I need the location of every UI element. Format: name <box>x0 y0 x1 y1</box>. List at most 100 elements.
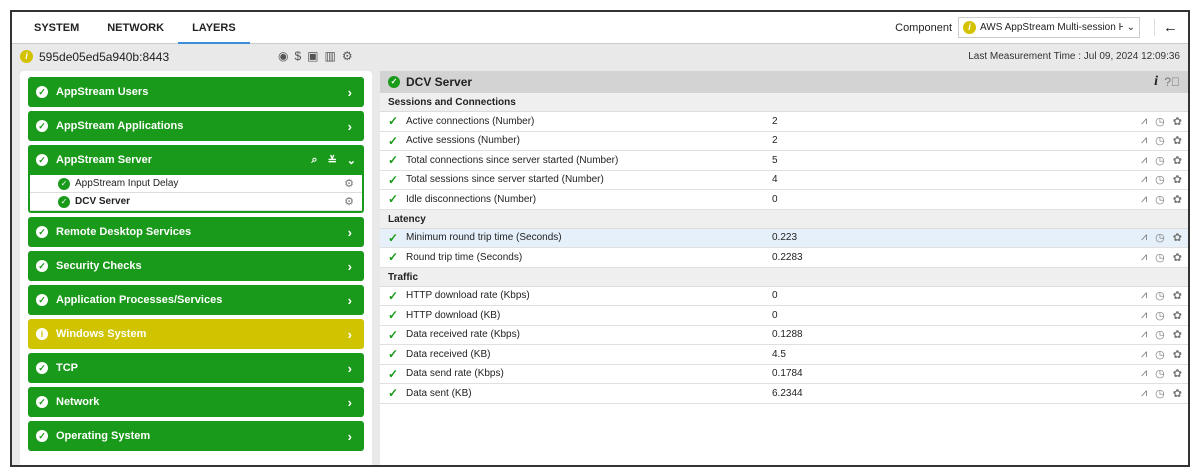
layer-item[interactable]: ✓ Security Checks › <box>28 251 364 281</box>
trend-chart-icon[interactable]: ⩘ <box>1140 308 1148 321</box>
ai-icon[interactable]: ✿ <box>1172 115 1182 128</box>
measure-row: ✓ Data sent (KB) 6.2344 ⩘ ◷ ✿ <box>380 384 1188 404</box>
chevron-down-icon[interactable]: ⌄ <box>346 154 356 167</box>
sub-layer-item[interactable]: ✓ AppStream Input Delay ⚙ <box>30 175 362 193</box>
trend-chart-icon[interactable]: ⩘ <box>1140 367 1148 380</box>
chevron-right-icon: › <box>347 360 352 376</box>
trend-chart-icon[interactable]: ⩘ <box>1140 173 1148 186</box>
measure-value: 0.2283 <box>772 251 803 263</box>
trend-chart-icon[interactable]: ⩘ <box>1140 250 1148 263</box>
search-icon[interactable]: ⌕ <box>311 153 318 166</box>
configure-icon[interactable]: ⚙ <box>344 178 354 190</box>
history-icon[interactable]: ◷ <box>1155 232 1165 245</box>
layer-item[interactable]: ✓ AppStream Server ⌕ ≚ ⌄ <box>28 145 364 175</box>
layer-item[interactable]: ✓ Operating System › <box>28 421 364 451</box>
sub-layer-item[interactable]: ✓ DCV Server ⚙ <box>30 193 362 211</box>
ai-icon[interactable]: ✿ <box>1172 387 1182 400</box>
trend-chart-icon[interactable]: ⩘ <box>1140 134 1148 147</box>
layer-group: ✓ AppStream Server ⌕ ≚ ⌄ ✓ AppStream Input Del… <box>28 145 364 213</box>
layer-label: Network <box>56 396 100 408</box>
host-warning-icon: i <box>20 50 33 63</box>
history-icon[interactable]: ◷ <box>1155 154 1165 167</box>
check-circle-icon: ✓ <box>36 362 48 374</box>
layer-item[interactable]: ✓ Remote Desktop Services › <box>28 217 364 247</box>
trend-chart-icon[interactable]: ⩘ <box>1140 192 1148 205</box>
ai-icon[interactable]: ✿ <box>1172 329 1182 342</box>
tab-layers[interactable]: LAYERS <box>178 12 250 44</box>
trend-chart-icon[interactable]: ⩘ <box>1140 347 1148 360</box>
chevron-right-icon: › <box>347 258 352 274</box>
measure-row: ✓ HTTP download (KB) 0 ⩘ ◷ ✿ <box>380 306 1188 326</box>
ai-icon[interactable]: ✿ <box>1172 290 1182 303</box>
trend-chart-icon[interactable]: ⩘ <box>1140 153 1148 166</box>
measure-value: 6.2344 <box>772 387 803 399</box>
ai-icon[interactable]: ✿ <box>1172 368 1182 381</box>
check-icon: ✓ <box>387 114 399 129</box>
tab-network[interactable]: NETWORK <box>107 21 165 34</box>
history-icon[interactable]: ◷ <box>1155 290 1165 303</box>
layer-item[interactable]: ✓ Application Processes/Services › <box>28 285 364 315</box>
history-icon[interactable]: ◷ <box>1155 348 1165 361</box>
ai-icon[interactable]: ✿ <box>1172 154 1182 167</box>
check-icon: ✓ <box>387 386 399 401</box>
trend-chart-icon[interactable]: ⩘ <box>1140 289 1148 302</box>
row-actions: ⩘ ◷ ✿ <box>1141 154 1182 167</box>
ai-icon[interactable]: ✿ <box>1172 193 1182 206</box>
history-icon[interactable]: ◷ <box>1155 251 1165 264</box>
layer-label: AppStream Applications <box>56 120 184 132</box>
component-dropdown[interactable]: i AWS AppStream Multi-session Host:5 ⌄ <box>958 17 1140 38</box>
layer-item[interactable]: ✓ TCP › <box>28 353 364 383</box>
layer-item[interactable]: i Windows System › <box>28 319 364 349</box>
measure-name: Active sessions (Number) <box>406 135 520 147</box>
measure-name: Round trip time (Seconds) <box>406 251 523 263</box>
panel-header: ✓ DCV Server i ?⃝ <box>380 71 1188 93</box>
check-circle-icon: ✓ <box>36 260 48 272</box>
ai-icon[interactable]: ✿ <box>1172 251 1182 264</box>
collapse-icon[interactable]: ≚ <box>327 154 337 167</box>
history-icon[interactable]: ◷ <box>1155 174 1165 187</box>
info-icon[interactable]: i <box>1154 74 1158 89</box>
monitor-icon[interactable]: ▣ <box>307 49 319 63</box>
back-arrow-icon[interactable]: ← <box>1154 19 1178 36</box>
history-icon[interactable]: ◷ <box>1155 329 1165 342</box>
measure-row: ✓ Data send rate (Kbps) 0.1784 ⩘ ◷ ✿ <box>380 365 1188 384</box>
sub-layer-label: DCV Server <box>75 196 131 207</box>
measure-value: 4.5 <box>772 348 786 360</box>
history-icon[interactable]: ◷ <box>1155 115 1165 128</box>
tab-system[interactable]: SYSTEM <box>34 21 80 34</box>
ai-icon[interactable]: ✿ <box>1172 348 1182 361</box>
settings-icon[interactable]: ⚙ <box>341 49 353 63</box>
row-actions: ⩘ ◷ ✿ <box>1141 173 1182 186</box>
configure-icon[interactable]: ⚙ <box>344 196 354 208</box>
ai-icon[interactable]: ✿ <box>1172 135 1182 148</box>
chart-icon[interactable]: ▥ <box>324 49 336 63</box>
component-label: Component <box>895 21 952 34</box>
chevron-down-icon: ⌄ <box>1126 22 1135 33</box>
history-icon[interactable]: ◷ <box>1155 368 1165 381</box>
section-header: Traffic <box>380 267 1188 287</box>
sub-layer-label: AppStream Input Delay <box>75 178 179 189</box>
row-actions: ⩘ ◷ ✿ <box>1141 115 1182 128</box>
ai-icon[interactable]: ✿ <box>1172 309 1182 322</box>
trend-chart-icon[interactable]: ⩘ <box>1140 386 1148 399</box>
component-value: AWS AppStream Multi-session Host:5 <box>980 22 1123 33</box>
trend-chart-icon[interactable]: ⩘ <box>1140 231 1148 244</box>
cost-icon[interactable]: $ <box>294 49 302 63</box>
trend-chart-icon[interactable]: ⩘ <box>1140 114 1148 127</box>
history-icon[interactable]: ◷ <box>1155 135 1165 148</box>
ai-icon[interactable]: ✿ <box>1172 174 1182 187</box>
measure-value: 4 <box>772 174 778 186</box>
history-icon[interactable]: ◷ <box>1155 193 1165 206</box>
history-icon[interactable]: ◷ <box>1155 309 1165 322</box>
check-icon: ✓ <box>387 308 399 323</box>
layer-item[interactable]: ✓ AppStream Users › <box>28 77 364 107</box>
layer-item[interactable]: ✓ Network › <box>28 387 364 417</box>
check-icon: ✓ <box>387 366 399 381</box>
help-icon[interactable]: ?⃝ <box>1164 75 1180 89</box>
layer-label: TCP <box>56 362 78 374</box>
alarm-icon[interactable]: ◉ <box>278 49 289 63</box>
history-icon[interactable]: ◷ <box>1155 387 1165 400</box>
ai-icon[interactable]: ✿ <box>1172 232 1182 245</box>
trend-chart-icon[interactable]: ⩘ <box>1140 328 1148 341</box>
layer-item[interactable]: ✓ AppStream Applications › <box>28 111 364 141</box>
